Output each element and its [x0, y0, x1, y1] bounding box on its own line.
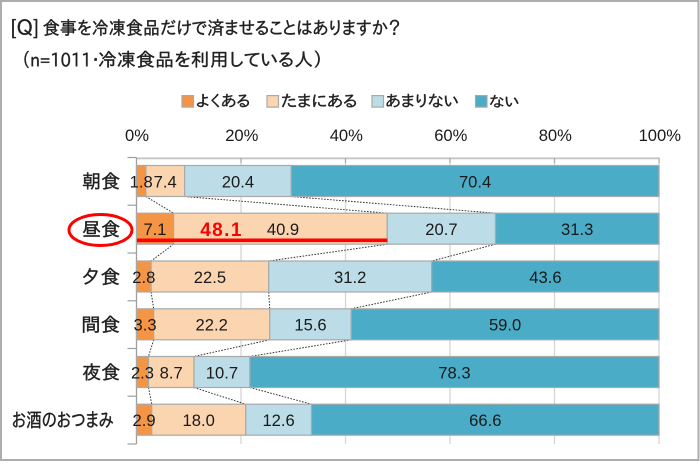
svg-text:1.8: 1.8	[130, 172, 153, 191]
svg-text:66.6: 66.6	[469, 411, 501, 430]
svg-text:70.4: 70.4	[459, 172, 491, 191]
svg-text:2.3: 2.3	[131, 363, 154, 382]
svg-text:7.4: 7.4	[154, 172, 177, 191]
svg-text:80%: 80%	[539, 126, 572, 145]
svg-text:2.8: 2.8	[132, 268, 155, 287]
svg-text:20.7: 20.7	[425, 220, 457, 239]
svg-text:40%: 40%	[330, 126, 363, 145]
svg-text:7.1: 7.1	[143, 220, 166, 239]
svg-text:20%: 20%	[225, 126, 258, 145]
svg-text:40.9: 40.9	[267, 220, 299, 239]
svg-text:20.4: 20.4	[222, 172, 254, 191]
svg-text:8.7: 8.7	[160, 363, 183, 382]
svg-text:59.0: 59.0	[489, 316, 521, 335]
svg-text:3.3: 3.3	[134, 316, 157, 335]
svg-text:22.2: 22.2	[196, 316, 228, 335]
svg-text:31.3: 31.3	[561, 220, 593, 239]
svg-text:43.6: 43.6	[529, 268, 561, 287]
svg-text:15.6: 15.6	[294, 316, 326, 335]
svg-text:22.5: 22.5	[194, 268, 226, 287]
svg-text:18.0: 18.0	[183, 411, 215, 430]
svg-text:31.2: 31.2	[334, 268, 366, 287]
svg-text:2.9: 2.9	[133, 411, 156, 430]
svg-text:0%: 0%	[125, 126, 149, 145]
svg-text:10.7: 10.7	[206, 363, 238, 382]
svg-text:78.3: 78.3	[438, 363, 470, 382]
svg-text:48.1: 48.1	[200, 220, 243, 241]
svg-text:12.6: 12.6	[262, 411, 294, 430]
svg-text:60%: 60%	[434, 126, 467, 145]
svg-text:100%: 100%	[639, 126, 682, 145]
